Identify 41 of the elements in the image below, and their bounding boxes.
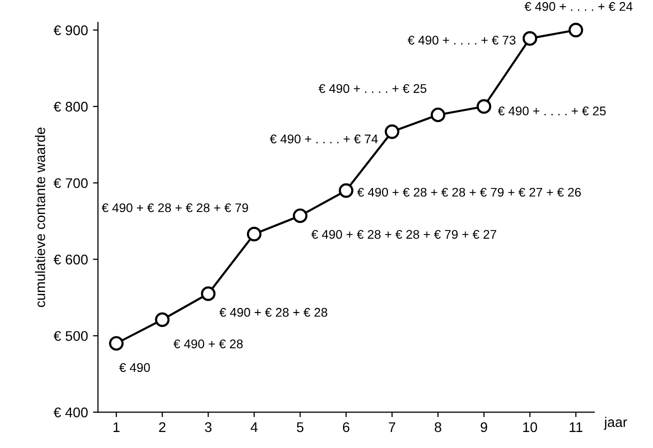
y-tick-label: € 800 — [54, 102, 88, 112]
annotation: € 490 + . . . . + € 24 — [524, 2, 632, 11]
x-tick-label: 7 — [388, 422, 396, 432]
point — [522, 31, 538, 46]
point — [154, 312, 170, 327]
x-tick-label: 4 — [250, 422, 258, 432]
y-tick-label: € 600 — [54, 254, 88, 264]
x-tick-label: 3 — [204, 422, 212, 432]
point — [109, 336, 124, 351]
point — [430, 108, 446, 122]
annotation: € 490 + . . . . + € 25 — [318, 84, 426, 93]
y-tick-label: € 400 — [54, 407, 88, 418]
x-tick-label: 1 — [114, 422, 120, 432]
point — [292, 208, 308, 224]
y-tick-label: € 500 — [54, 331, 88, 341]
annotation: € 490 + € 28 + € 28 + € 79 + € 27 — [311, 230, 496, 239]
annotation: € 490 + € 28 + € 28 + € 79 — [102, 203, 248, 212]
y-tick-label: € 700 — [54, 178, 88, 188]
point — [568, 22, 584, 38]
annotation: € 490 + € 28 + € 28 + € 79 + € 27 + € 26 — [357, 188, 581, 197]
x-axis-title: jaar — [604, 416, 628, 430]
x-tick-label: 10 — [523, 422, 538, 432]
x-tick-label: 5 — [296, 422, 304, 432]
x-tick-label: 2 — [159, 422, 166, 432]
x-tick-label: 11 — [570, 422, 582, 432]
annotation: € 490 + € 28 — [173, 339, 243, 348]
point — [246, 226, 262, 242]
y-tick-label: € 900 — [54, 25, 88, 36]
y-axis-title: cumulatieve contante waarde — [34, 128, 46, 308]
annotation: € 490 — [119, 363, 150, 372]
x-tick-label: 8 — [434, 422, 442, 432]
point — [384, 124, 400, 139]
point — [338, 183, 354, 198]
annotation: € 490 + . . . . + € 73 — [408, 36, 516, 45]
annotation: € 490 + . . . . + € 25 — [498, 106, 606, 116]
point — [476, 99, 492, 114]
x-tick-label: 6 — [342, 422, 350, 432]
x-tick-label: 9 — [480, 422, 488, 432]
point — [200, 286, 216, 301]
annotation: € 490 + € 28 + € 28 — [219, 308, 328, 317]
annotation: € 490 + . . . . + € 74 — [270, 134, 378, 144]
